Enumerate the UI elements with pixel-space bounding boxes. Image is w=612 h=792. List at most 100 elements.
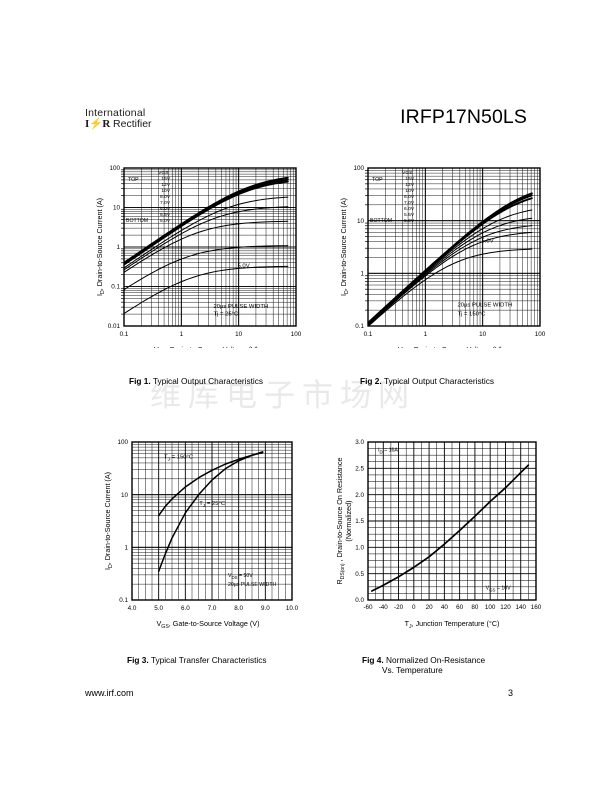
svg-text:10: 10 bbox=[357, 218, 365, 225]
figure-1-caption-text: Typical Output Characteristics bbox=[152, 376, 264, 386]
svg-text:60: 60 bbox=[456, 604, 464, 611]
svg-text:10V: 10V bbox=[161, 188, 170, 194]
svg-text:0.01: 0.01 bbox=[108, 323, 121, 330]
ior-mark: I⚡R bbox=[85, 118, 111, 131]
svg-text:5.0V: 5.0V bbox=[482, 238, 494, 244]
svg-text:0.0: 0.0 bbox=[355, 597, 364, 604]
figure-1-caption: Fig 1. Typical Output Characteristics bbox=[129, 376, 263, 386]
svg-text:1: 1 bbox=[424, 331, 428, 338]
svg-text:1.0: 1.0 bbox=[355, 545, 364, 552]
svg-text:VGS: VGS bbox=[158, 170, 169, 176]
svg-text:-60: -60 bbox=[363, 604, 373, 611]
svg-text:100: 100 bbox=[109, 165, 120, 172]
svg-text:5.0: 5.0 bbox=[154, 605, 163, 612]
svg-text:80: 80 bbox=[471, 604, 479, 611]
figure-2-caption-text: Typical Output Characteristics bbox=[383, 376, 495, 386]
svg-text:10.0: 10.0 bbox=[286, 605, 299, 612]
svg-text:10V: 10V bbox=[405, 188, 414, 194]
svg-text:TJ = 25°C: TJ = 25°C bbox=[199, 501, 226, 509]
irf-logo: International I⚡R Rectifier bbox=[85, 107, 152, 131]
svg-text:VGS = 10V: VGS = 10V bbox=[486, 586, 511, 593]
figure-3-caption: Fig 3. Typical Transfer Characteristics bbox=[127, 655, 267, 665]
svg-text:0.1: 0.1 bbox=[119, 597, 128, 604]
svg-text:100: 100 bbox=[353, 165, 364, 172]
figure-3-plot: 4.0 5.0 6.0 7.0 8.0 9.0 10.0 0.1 1 10 100 TJ = 150°… bbox=[103, 439, 299, 630]
figure-4-caption-label: Fig 4. bbox=[362, 655, 384, 665]
figure-4-caption-text: Normalized On-Resistance bbox=[385, 655, 486, 665]
svg-text:0.1: 0.1 bbox=[364, 331, 373, 338]
figure-4-plot: -60 -40 -20 0 20 40 60 80 100 120 140 160 0.0 0.5 1.0 1… bbox=[335, 439, 542, 630]
svg-text:5.0V: 5.0V bbox=[404, 218, 415, 224]
svg-text:RDS(on) , Drain-to-Source On R: RDS(on) , Drain-to-Source On Resistance bbox=[335, 458, 346, 585]
svg-text:0: 0 bbox=[412, 604, 416, 611]
logo-line-international: International bbox=[85, 107, 146, 119]
footer-page-number: 3 bbox=[508, 688, 514, 698]
svg-text:Tj = 150°C: Tj = 150°C bbox=[457, 312, 486, 318]
background-watermark: 维库电子市场网 bbox=[150, 378, 416, 414]
svg-text:5.5V: 5.5V bbox=[160, 212, 171, 218]
svg-text:8.0V: 8.0V bbox=[160, 194, 171, 200]
svg-text:TJ = 150°C: TJ = 150°C bbox=[164, 455, 194, 463]
svg-text:6.0V: 6.0V bbox=[160, 206, 171, 212]
svg-text:5.0V: 5.0V bbox=[238, 264, 250, 270]
svg-text:VDS, Drain-to-Source Voltage (: VDS, Drain-to-Source Voltage (V) bbox=[398, 345, 502, 348]
svg-text:VGS, Gate-to-Source Voltage (V: VGS, Gate-to-Source Voltage (V) bbox=[157, 619, 260, 630]
figure-1-caption-label: Fig 1. bbox=[129, 376, 151, 386]
figure-3-caption-label: Fig 3. bbox=[127, 655, 149, 665]
svg-text:Tj = 25°C: Tj = 25°C bbox=[213, 312, 239, 318]
svg-text:VGS: VGS bbox=[402, 170, 413, 176]
svg-text:TJ, Junction Temperature (°C): TJ, Junction Temperature (°C) bbox=[405, 619, 500, 630]
svg-text:10: 10 bbox=[479, 331, 487, 338]
svg-text:20: 20 bbox=[426, 604, 434, 611]
svg-text:100: 100 bbox=[535, 331, 546, 338]
svg-text:VDS, Drain-to-Source Voltage (: VDS, Drain-to-Source Voltage (V) bbox=[154, 345, 258, 348]
svg-text:3.0: 3.0 bbox=[355, 439, 364, 446]
svg-text:0.1: 0.1 bbox=[111, 284, 120, 291]
svg-text:VDS = 50V: VDS = 50V bbox=[228, 573, 253, 580]
svg-text:2.5: 2.5 bbox=[355, 466, 364, 473]
figure-4-caption: Fig 4. Normalized On-Resistance Vs. Temp… bbox=[362, 655, 485, 675]
footer-url[interactable]: www.irf.com bbox=[85, 688, 134, 698]
figure-2-caption: Fig 2. Typical Output Characteristics bbox=[360, 376, 494, 386]
svg-text:15V: 15V bbox=[405, 176, 414, 182]
svg-text:TOP: TOP bbox=[128, 177, 139, 183]
svg-text:12V: 12V bbox=[161, 182, 170, 188]
logo-rectifier-text: Rectifier bbox=[113, 118, 152, 131]
svg-text:-20: -20 bbox=[394, 604, 404, 611]
svg-text:1: 1 bbox=[116, 244, 120, 251]
svg-text:BOTTOM: BOTTOM bbox=[370, 218, 392, 224]
svg-text:1: 1 bbox=[360, 271, 364, 278]
svg-text:6.0V: 6.0V bbox=[404, 206, 415, 212]
svg-text:ID, Drain-to-Source Current (A: ID, Drain-to-Source Current (A) bbox=[339, 198, 350, 296]
figure-3: 4.0 5.0 6.0 7.0 8.0 9.0 10.0 0.1 1 10 100 TJ = 150°… bbox=[96, 432, 311, 647]
figure-1: 0.1 1 10 100 0.01 0.1 1 10 100 VGS TOP 15V 12V 10V 8.0… bbox=[86, 158, 306, 348]
svg-text:20µs PULSE WIDTH: 20µs PULSE WIDTH bbox=[457, 302, 512, 308]
svg-text:6.0: 6.0 bbox=[181, 605, 190, 612]
svg-text:7.0V: 7.0V bbox=[160, 200, 171, 206]
svg-text:4.0: 4.0 bbox=[128, 605, 137, 612]
svg-text:8.0: 8.0 bbox=[234, 605, 243, 612]
svg-text:7.0V: 7.0V bbox=[404, 200, 415, 206]
svg-text:1: 1 bbox=[124, 545, 128, 552]
svg-text:ID, Drain-to-Source Current (A: ID, Drain-to-Source Current (A) bbox=[95, 198, 106, 296]
figure-4: -60 -40 -20 0 20 40 60 80 100 120 140 160 0.0 0.5 1.0 1… bbox=[326, 432, 554, 647]
svg-text:2.0: 2.0 bbox=[355, 492, 364, 499]
svg-text:20µs PULSE WIDTH: 20µs PULSE WIDTH bbox=[228, 582, 276, 588]
svg-text:-40: -40 bbox=[379, 604, 389, 611]
svg-text:9.0: 9.0 bbox=[261, 605, 270, 612]
svg-text:140: 140 bbox=[515, 604, 526, 611]
svg-text:0.5: 0.5 bbox=[355, 571, 364, 578]
svg-text:0.1: 0.1 bbox=[355, 323, 364, 330]
svg-text:0.1: 0.1 bbox=[120, 331, 129, 338]
svg-text:12V: 12V bbox=[405, 182, 414, 188]
figure-2-plot: 0.1 1 10 100 0.1 1 10 100 VGS TOP 15V12V10V8.0V7.0… bbox=[339, 165, 546, 348]
logo-line-rectifier: I⚡R Rectifier bbox=[85, 118, 152, 131]
svg-text:1: 1 bbox=[180, 331, 184, 338]
svg-text:100: 100 bbox=[485, 604, 496, 611]
svg-text:160: 160 bbox=[531, 604, 542, 611]
svg-text:ID = 16A: ID = 16A bbox=[378, 447, 398, 454]
svg-text:10: 10 bbox=[121, 492, 129, 499]
svg-text:120: 120 bbox=[500, 604, 511, 611]
